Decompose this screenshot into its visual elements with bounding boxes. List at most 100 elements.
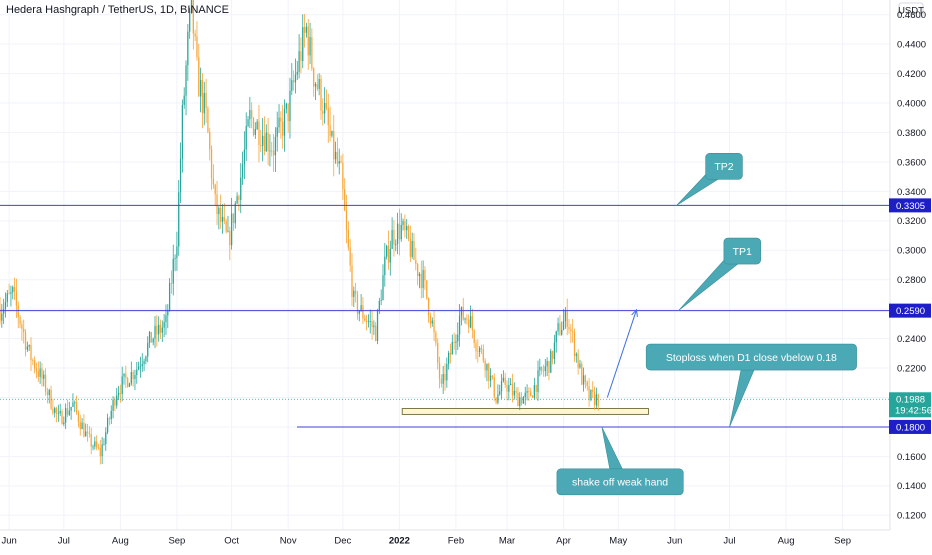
candle-body [72,402,74,407]
candle-body [263,135,266,152]
candle-body [462,307,464,320]
candle-body [473,330,475,344]
candle-body [90,433,92,447]
candle-body [345,210,348,230]
time-tick-label: Oct [224,536,239,547]
candle-body [229,230,231,246]
candle-body [497,394,499,403]
candle-body [269,150,271,152]
candle-body [39,368,41,377]
candle-body [460,307,463,316]
candle-body [453,341,455,343]
candle-body [205,93,207,109]
candle-body [65,408,67,423]
candle-body [141,363,143,367]
candle-body [442,374,444,384]
candle-body [349,247,351,266]
candle-body [298,51,300,72]
candle-body [356,294,359,314]
candle-body [386,245,388,257]
price-tick-label: 0.2200 [897,363,926,374]
candle-body [68,410,70,415]
price-tag-tp1 [889,303,931,318]
candle-body [252,118,255,135]
candle-body [143,361,145,364]
candle-body [510,383,512,386]
price-tick-label: 0.4400 [897,40,926,51]
candle-body [426,280,428,299]
time-tick-label: Jun [1,536,16,547]
candle-body [0,309,1,321]
candle-body [123,373,125,377]
candle-body [513,390,515,396]
candle-body [389,248,391,263]
price-tick-label: 0.2800 [897,275,926,286]
candle-body [101,444,103,457]
candle-body [241,164,244,178]
candle-body [320,79,322,111]
support-zone-layer [401,408,649,415]
callout-box-tp2 [705,153,743,180]
candle-body [553,342,556,360]
candle-body [506,384,508,392]
candle-body [413,240,415,261]
target-arrow-head [631,308,638,317]
candle-body [415,260,417,264]
candle-body [196,36,198,58]
candle-body [557,323,559,332]
callout-box-tp1 [723,237,761,265]
candle-body [194,33,196,37]
candle-body [486,363,488,371]
candle-body [12,287,14,293]
candle-body [528,391,530,392]
candle-body [431,320,433,324]
price-tick-label: 0.1600 [897,452,926,463]
candle-body [375,325,377,341]
candle-body [1,313,3,321]
candle-body [55,408,58,414]
candle-body [190,0,193,11]
candle-body [546,361,548,367]
candle-body [395,243,397,245]
candle-body [435,332,437,343]
candle-body [373,325,375,328]
candle-body [544,366,546,372]
candle-body [371,321,373,328]
candle-body [331,131,333,136]
candle-body [81,422,83,430]
support-zone [401,408,649,415]
candle-body [216,194,218,215]
candle-body [132,372,134,380]
candle-body [110,410,112,420]
candle-body [479,347,481,352]
candle-body [391,229,393,249]
candle-body [174,258,176,259]
candle-body [3,308,5,314]
price-tag-label-tp1: 0.2590 [896,306,925,317]
candle-body [570,329,572,331]
current-price-tag [889,392,931,418]
candle-body [280,117,282,122]
candle-body [457,334,459,342]
grid [0,0,890,530]
candle-body [243,149,246,165]
candle-body [303,27,306,33]
candle-body [116,395,118,406]
time-axis: Jun Jul Aug Sep Oct Nov Dec 2022 Feb Mar Apr May Jun… [0,529,932,550]
candle-body [292,80,295,83]
time-axis-background [0,530,932,550]
candle-body [258,121,260,146]
candle-body [579,363,581,368]
candle-body [582,375,585,385]
candle-body [448,352,450,364]
candle-body [75,402,78,413]
candle-body [214,184,216,195]
candle-body [484,360,486,371]
candle-body [201,80,204,114]
candle-body [488,363,490,381]
candle-body [400,224,402,240]
price-tick-label: 0.3800 [897,128,926,139]
candle-body [185,65,187,96]
